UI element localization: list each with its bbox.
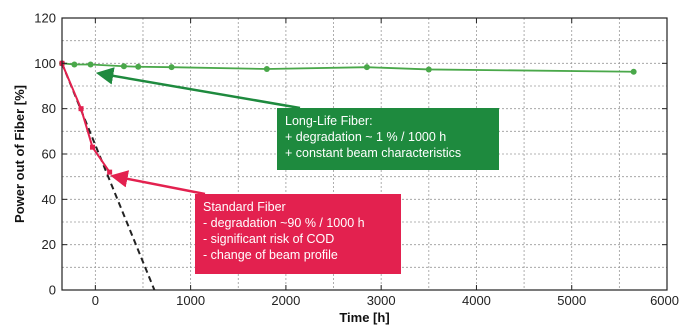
long-life-point xyxy=(363,64,370,71)
x-tick-label: 5000 xyxy=(557,293,586,308)
annotation-layer: Long-Life Fiber: + degradation ~ 1 % / 10… xyxy=(95,67,499,274)
x-tick-label: 0 xyxy=(92,293,99,308)
standard-arrow xyxy=(110,170,206,196)
standard-point xyxy=(78,106,84,112)
standard-note-line: - degradation ~90 % / 1000 h xyxy=(203,216,365,230)
standard-note-line: - significant risk of COD xyxy=(203,232,334,246)
standard-note-line: Standard Fiber xyxy=(203,200,286,214)
x-tick-label: 4000 xyxy=(462,293,491,308)
long-life-note-line: Long-Life Fiber: xyxy=(285,114,373,128)
y-tick-label: 120 xyxy=(34,11,56,26)
long-life-point xyxy=(630,68,637,75)
y-axis-title: Power out of Fiber [%] xyxy=(12,85,27,223)
axis-ticks: 0 20 40 60 80 100 120 0 1000 2000 3000 4000 5000 6000 xyxy=(34,11,679,309)
x-tick-label: 1000 xyxy=(176,293,205,308)
x-axis-title: Time [h] xyxy=(339,310,389,325)
y-tick-label: 100 xyxy=(34,56,56,71)
x-tick-label: 3000 xyxy=(367,293,396,308)
long-life-point xyxy=(263,66,270,72)
long-life-point xyxy=(120,63,127,70)
y-tick-label: 60 xyxy=(42,147,56,162)
standard-line xyxy=(61,62,111,173)
y-tick-label: 0 xyxy=(49,283,56,298)
x-tick-label: 2000 xyxy=(271,293,300,308)
long-life-note-line: + degradation ~ 1 % / 1000 h xyxy=(285,130,446,144)
long-life-point xyxy=(168,64,175,71)
standard-point xyxy=(107,169,113,175)
long-life-point xyxy=(425,66,432,73)
y-tick-label: 20 xyxy=(42,237,56,252)
x-tick-label: 6000 xyxy=(650,293,679,308)
long-life-arrow xyxy=(95,67,301,110)
standard-note-box xyxy=(195,194,401,274)
long-life-line xyxy=(61,62,634,73)
y-tick-label: 40 xyxy=(42,192,56,207)
standard-note-line: - change of beam profile xyxy=(203,248,338,262)
long-life-point xyxy=(87,61,94,68)
standard-point xyxy=(89,144,95,150)
long-life-point xyxy=(135,63,142,70)
y-tick-label: 80 xyxy=(42,101,56,116)
long-life-point xyxy=(71,61,78,68)
long-life-note-line: + constant beam characteristics xyxy=(285,146,461,160)
long-life-note-box xyxy=(277,108,499,170)
